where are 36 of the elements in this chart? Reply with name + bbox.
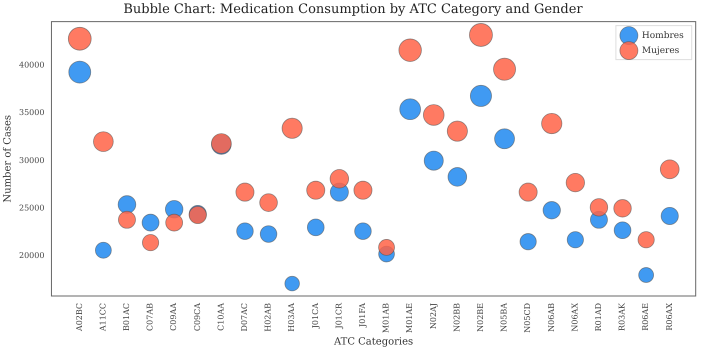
x-tick-label: M01AB xyxy=(382,302,391,334)
x-tick-label: N05CD xyxy=(523,302,532,333)
x-tick-label: N02AJ xyxy=(428,302,438,330)
x-tick-label: M01AE xyxy=(405,302,414,333)
chart-title: Bubble Chart: Medication Consumption by ATC Category and Gender xyxy=(123,2,584,18)
x-tick-label: C09AA xyxy=(169,302,178,331)
y-axis-title: Number of Cases xyxy=(2,114,14,203)
x-axis-title: ATC Categories xyxy=(332,336,414,348)
y-tick-label: 20000 xyxy=(18,251,44,260)
x-tick-label: N06AB xyxy=(546,302,556,332)
x-tick-label: D07AC xyxy=(240,302,250,332)
x-tick-label: C10AA xyxy=(216,302,226,331)
x-tick-label: H03AA xyxy=(287,302,296,332)
x-tick-label: J01FA xyxy=(358,302,368,328)
x-tick-label: R01AD xyxy=(594,302,604,332)
x-tick-label: N06AX xyxy=(570,302,580,332)
x-tick-label: R06AX xyxy=(664,302,674,331)
x-tick-label: R06AE xyxy=(641,302,650,331)
x-tick-label: N02BB xyxy=(452,302,462,332)
x-tick-label: H02AB xyxy=(264,302,273,332)
y-tick-label: 25000 xyxy=(18,203,44,212)
x-tick-label: R03AK xyxy=(618,302,627,331)
x-tick-label: J01CA xyxy=(310,302,320,330)
x-tick-label: B01AC xyxy=(122,302,132,331)
y-tick-label: 40000 xyxy=(18,60,44,70)
y-tick-label: 30000 xyxy=(18,156,44,165)
legend-label: Hombres xyxy=(642,30,684,41)
x-tick-label: C07AB xyxy=(146,302,155,331)
x-tick-label: J01CR xyxy=(334,302,344,330)
x-tick-label: N02BE xyxy=(476,302,486,332)
x-tick-label: N05BA xyxy=(500,302,509,332)
x-tick-label: A02BC xyxy=(74,302,84,332)
x-tick-label: C09CA xyxy=(192,302,202,332)
legend-label: Mujeres xyxy=(642,46,680,56)
x-tick-label: A11CC xyxy=(98,302,108,332)
y-tick-label: 35000 xyxy=(18,108,44,118)
